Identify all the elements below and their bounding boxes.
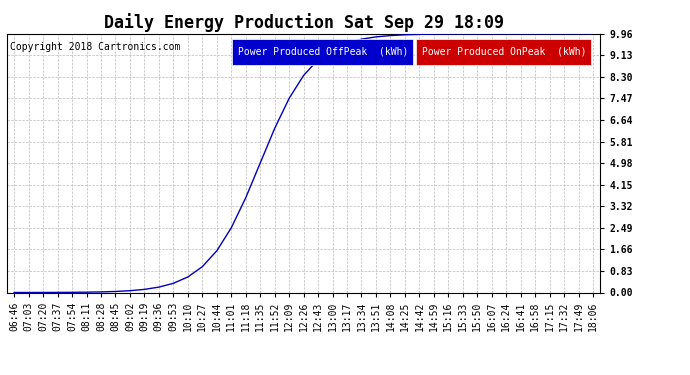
Title: Daily Energy Production Sat Sep 29 18:09: Daily Energy Production Sat Sep 29 18:09 (104, 13, 504, 32)
Text: Power Produced OffPeak  (kWh): Power Produced OffPeak (kWh) (237, 47, 408, 57)
FancyBboxPatch shape (233, 39, 413, 65)
FancyBboxPatch shape (416, 39, 591, 65)
Text: Copyright 2018 Cartronics.com: Copyright 2018 Cartronics.com (10, 42, 180, 51)
Text: Power Produced OnPeak  (kWh): Power Produced OnPeak (kWh) (422, 47, 586, 57)
